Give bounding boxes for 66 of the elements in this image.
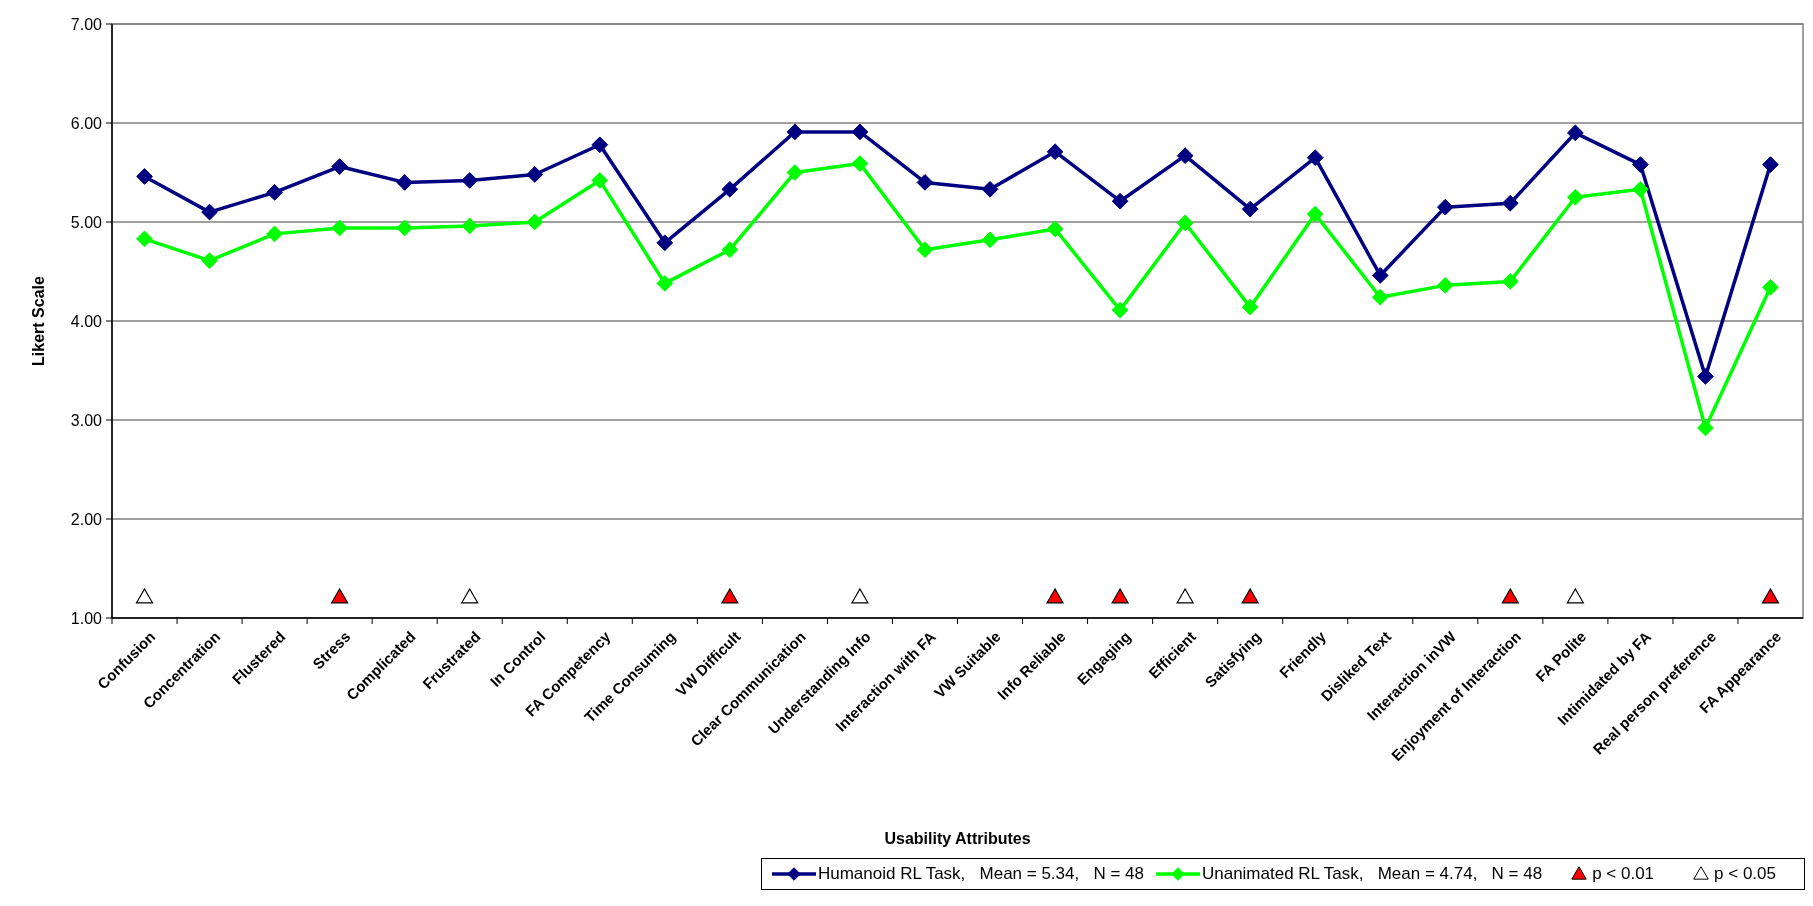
y-tick-label: 2.00 — [70, 510, 103, 528]
y-tick-label: 3.00 — [70, 411, 103, 429]
legend-label: p < 0.01 — [1592, 864, 1655, 884]
y-tick-label: 4.00 — [70, 312, 103, 330]
point — [526, 213, 544, 231]
y-tick-label: 5.00 — [70, 213, 103, 231]
point — [851, 155, 869, 172]
point — [786, 164, 804, 181]
point — [396, 219, 414, 237]
point — [135, 588, 154, 604]
point — [266, 183, 283, 201]
point — [1436, 198, 1454, 216]
point — [916, 174, 934, 191]
y-tick-label: 6.00 — [70, 114, 103, 132]
point — [1762, 278, 1779, 296]
point — [201, 203, 218, 221]
point — [1501, 194, 1519, 212]
y-axis-title: Likert Scale — [30, 275, 47, 366]
point — [591, 172, 609, 189]
x-axis-title: Usability Attributes — [884, 830, 1031, 847]
point — [1241, 298, 1259, 316]
point — [981, 231, 999, 249]
point — [136, 230, 153, 248]
point — [331, 219, 348, 237]
point — [1762, 156, 1779, 173]
point — [1371, 288, 1389, 306]
point — [1632, 180, 1649, 198]
point — [1176, 214, 1194, 232]
point — [1632, 156, 1649, 173]
point — [331, 158, 348, 175]
point — [396, 174, 414, 191]
legend-label: Humanoid RL Task, Mean = 5.34, N = 48 — [817, 864, 1144, 884]
point — [1501, 273, 1519, 290]
point — [656, 275, 674, 292]
point — [656, 234, 674, 252]
point — [1371, 267, 1389, 284]
legend-label: p < 0.05 — [1714, 864, 1776, 884]
point — [1046, 220, 1064, 238]
point — [1697, 368, 1714, 385]
point — [1241, 200, 1259, 218]
point — [786, 123, 804, 141]
point — [266, 225, 283, 243]
y-tick-label: 1.00 — [70, 609, 103, 627]
point — [851, 123, 869, 141]
point — [1111, 301, 1129, 319]
legend-label: Unanimated RL Task, Mean = 4.74, N = 48 — [1201, 864, 1543, 884]
point — [201, 252, 218, 269]
point — [721, 241, 739, 259]
point — [1306, 149, 1324, 167]
point — [1697, 419, 1714, 437]
point — [1111, 192, 1129, 210]
point — [461, 172, 479, 189]
point — [721, 180, 739, 198]
point — [1567, 188, 1584, 206]
point — [591, 136, 609, 154]
point — [1567, 124, 1584, 142]
point — [526, 166, 544, 183]
point — [1046, 143, 1064, 161]
point — [1436, 276, 1454, 294]
point — [1306, 205, 1324, 223]
point — [461, 217, 479, 235]
point — [136, 168, 153, 185]
point — [916, 241, 934, 259]
y-tick-label: 7.00 — [70, 15, 103, 33]
point — [981, 180, 999, 198]
point — [1176, 147, 1194, 165]
